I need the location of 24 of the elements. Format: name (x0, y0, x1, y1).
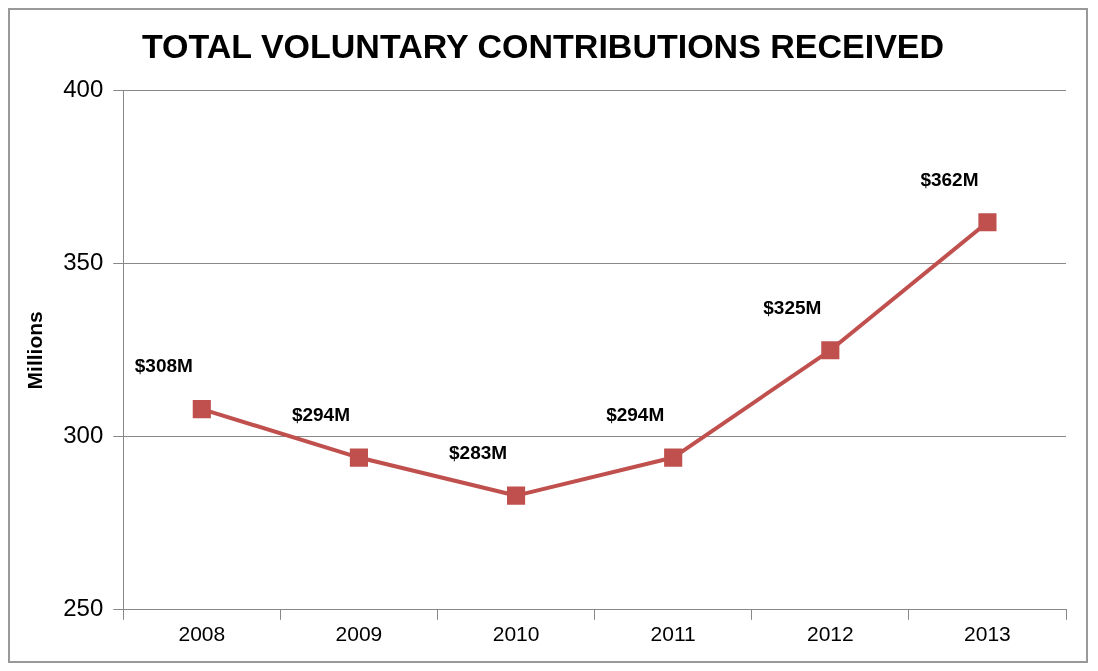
x-tick-label: 2008 (178, 622, 226, 646)
point (821, 341, 840, 360)
point (349, 448, 368, 467)
y-axis-title: Millions (23, 311, 47, 390)
x-tick-label: 2012 (806, 622, 854, 646)
data-label: $294M (606, 403, 665, 425)
chart-title: TOTAL VOLUNTARY CONTRIBUTIONS RECEIVED (141, 26, 945, 65)
data-label: $362M (920, 168, 979, 190)
point (978, 213, 997, 232)
data-label: $294M (291, 403, 350, 425)
x-tick-label: 2010 (492, 622, 540, 646)
y-tick-label: 250 (63, 594, 104, 622)
y-tick-label: 300 (63, 421, 104, 449)
point (664, 448, 683, 467)
y-tick-label: 400 (63, 75, 104, 103)
x-tick-label: 2011 (650, 622, 696, 646)
data-label: $283M (449, 441, 508, 463)
data-label: $325M (763, 296, 822, 318)
point (192, 400, 211, 419)
x-tick-label: 2009 (335, 622, 383, 646)
data-label: $308M (134, 355, 193, 377)
x-tick-label: 2013 (964, 622, 1011, 646)
y-tick-label: 350 (63, 248, 104, 276)
point (506, 486, 526, 505)
